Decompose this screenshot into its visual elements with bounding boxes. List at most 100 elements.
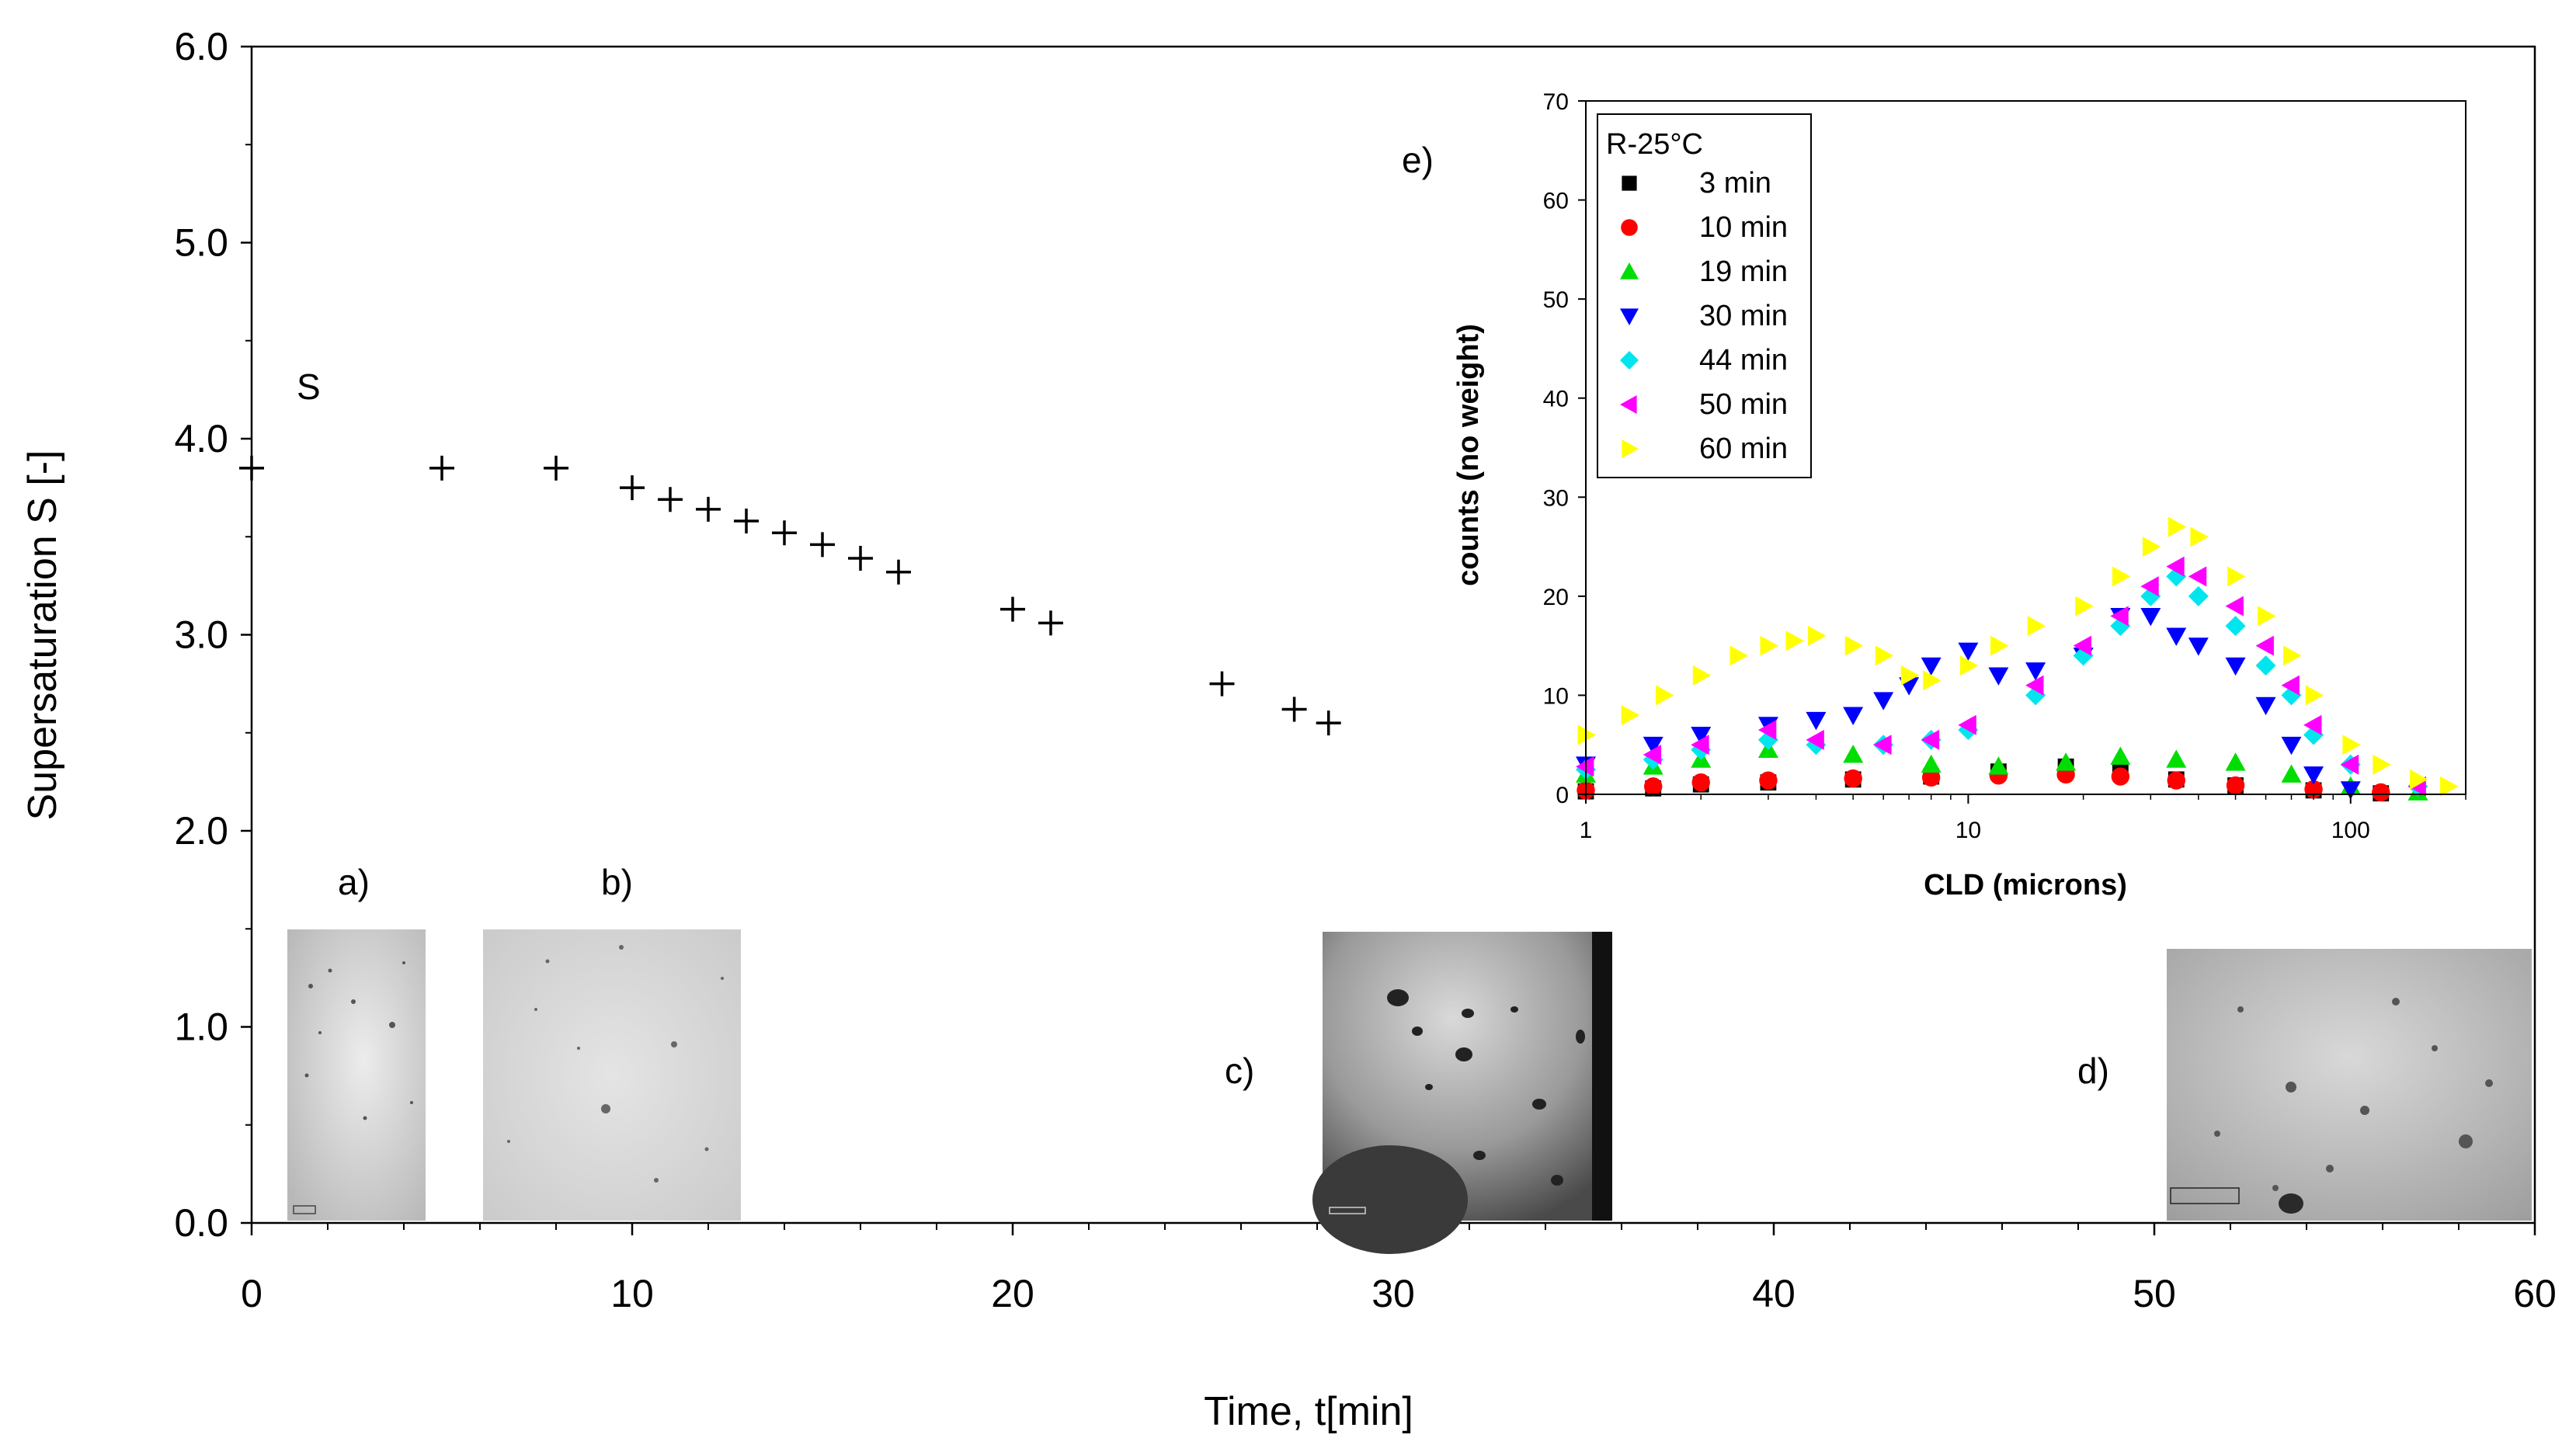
cld-point-30-min [2255, 696, 2276, 716]
cld-point-50-min [2303, 714, 2322, 735]
cld-point-50-min [2110, 606, 2129, 627]
cld-point-10-min [2226, 776, 2245, 795]
main-x-axis-label: Time, t[min] [1204, 1389, 1413, 1434]
micrograph-a: a) [287, 862, 426, 1221]
cld-point-30-min [2140, 607, 2161, 627]
cld-point-30-min [1643, 736, 1663, 756]
supersaturation-point [1000, 596, 1025, 622]
supersaturation-point [772, 520, 797, 546]
cld-point-10-min [2111, 767, 2130, 786]
cld-point-50-min [2225, 596, 2244, 617]
supersaturation-point [1316, 710, 1341, 736]
supersaturation-point [1038, 610, 1063, 636]
cld-point-50-min [1757, 720, 1777, 741]
main-x-tick-label: 50 [2133, 1272, 2176, 1315]
cld-point-30-min [1921, 657, 1942, 676]
cld-point-30-min [1806, 711, 1827, 731]
supersaturation-point [696, 496, 721, 522]
cld-point-60-min [1900, 665, 1920, 686]
cld-point-60-min [1621, 704, 1640, 725]
legend-label: 60 min [1699, 432, 1788, 465]
cld-point-50-min [2025, 675, 2044, 696]
cld-point-10-min [2372, 783, 2390, 802]
micrograph-d-label: d) [2077, 1051, 2109, 1091]
cld-point-50-min [2255, 635, 2274, 656]
cld-point-30-min [2303, 766, 2324, 785]
cld-point-44-min [2188, 585, 2209, 606]
main-chart: 0.01.02.03.04.05.06.0 0 10 20 30 40 50 60 Supe… [20, 25, 2557, 1434]
micrograph-a-label: a) [338, 862, 370, 902]
inset-legend: R-25°C 3 min 10 min 19 min 30 min 44 min 50 m… [1597, 113, 1812, 478]
cld-point-10-min [1844, 769, 1862, 788]
cld-point-10-min [1691, 773, 1710, 792]
cld-point-50-min [1921, 729, 1940, 750]
cld-point-30-min [1873, 692, 1894, 710]
cld-point-60-min [2168, 516, 2187, 537]
main-x-tick-label: 10 [610, 1272, 654, 1315]
cld-point-60-min [2227, 566, 2246, 587]
cld-point-50-min [1691, 735, 1709, 756]
legend-label: 3 min [1699, 167, 1771, 200]
legend-item: 19 min [1620, 255, 1788, 288]
supersaturation-point [1209, 671, 1235, 696]
supersaturation-point [239, 455, 264, 481]
supersaturation-point [848, 546, 873, 571]
inset-y-tick-label: 70 [1543, 89, 1569, 115]
cld-point-50-min [1643, 744, 1662, 765]
main-y-tick-label: 2.0 [174, 809, 228, 853]
inset-y-tick-label: 60 [1543, 189, 1569, 214]
legend-item: 50 min [1620, 388, 1788, 421]
cld-point-60-min [2410, 769, 2428, 790]
cld-point-60-min [2342, 735, 2361, 756]
cld-point-19-min [2225, 752, 2246, 771]
cld-point-10-min [1644, 777, 1663, 796]
cld-point-60-min [2283, 645, 2302, 666]
main-y-tick-label: 6.0 [174, 25, 228, 68]
inset-y-tick-label: 0 [1556, 783, 1569, 808]
cld-point-60-min [2142, 537, 2161, 558]
legend-marker-3-min [1622, 175, 1637, 191]
supersaturation-point [734, 509, 759, 534]
cld-point-60-min [2112, 566, 2131, 587]
legend-item: 10 min [1621, 211, 1788, 244]
main-y-tick-label: 5.0 [174, 221, 228, 265]
cld-point-60-min [2258, 606, 2276, 627]
cld-point-50-min [1806, 729, 1824, 750]
cld-point-60-min [2440, 776, 2459, 797]
inset-x-tick-label: 10 [1955, 818, 1981, 843]
main-y-tick-label: 3.0 [174, 613, 228, 657]
supersaturation-point [658, 487, 683, 512]
cld-point-30-min [1843, 707, 1864, 725]
cld-point-30-min [2166, 627, 2187, 646]
inset-y-tick-label: 30 [1543, 485, 1569, 511]
main-y-tick-label: 1.0 [174, 1006, 228, 1049]
cld-point-60-min [2190, 526, 2209, 547]
cld-point-30-min [2281, 736, 2302, 756]
cld-point-19-min [2166, 749, 2187, 768]
legend-label: 10 min [1699, 211, 1788, 244]
micrograph-c: c) [1225, 932, 1612, 1254]
cld-point-10-min [1921, 768, 1941, 787]
cld-point-30-min [2225, 657, 2246, 676]
inset-x-tick-label: 1 [1580, 818, 1593, 843]
cld-point-50-min [2340, 754, 2359, 775]
cld-point-60-min [2027, 616, 2046, 637]
cld-point-30-min [1691, 727, 1712, 745]
main-x-tick-label: 30 [1371, 1272, 1415, 1315]
cld-point-60-min [1808, 625, 1827, 646]
micrograph-b-label: b) [601, 862, 633, 902]
legend-marker-50-min [1620, 395, 1637, 414]
inset-y-tick-label: 50 [1543, 287, 1569, 313]
cld-point-50-min [2140, 576, 2159, 597]
cld-point-60-min [1760, 635, 1778, 656]
cld-point-60-min [1959, 655, 1979, 676]
legend-label: 44 min [1699, 344, 1788, 377]
inset-legend-title: R-25°C [1606, 128, 1703, 161]
inset-x-axis-label: CLD (microns) [1924, 869, 2127, 901]
cld-point-60-min [2305, 685, 2324, 706]
cld-point-60-min [1923, 670, 1942, 691]
main-x-tick-label: 20 [991, 1272, 1034, 1315]
legend-marker-44-min [1620, 351, 1639, 370]
inset-x-tick-label: 100 [2331, 818, 2370, 843]
